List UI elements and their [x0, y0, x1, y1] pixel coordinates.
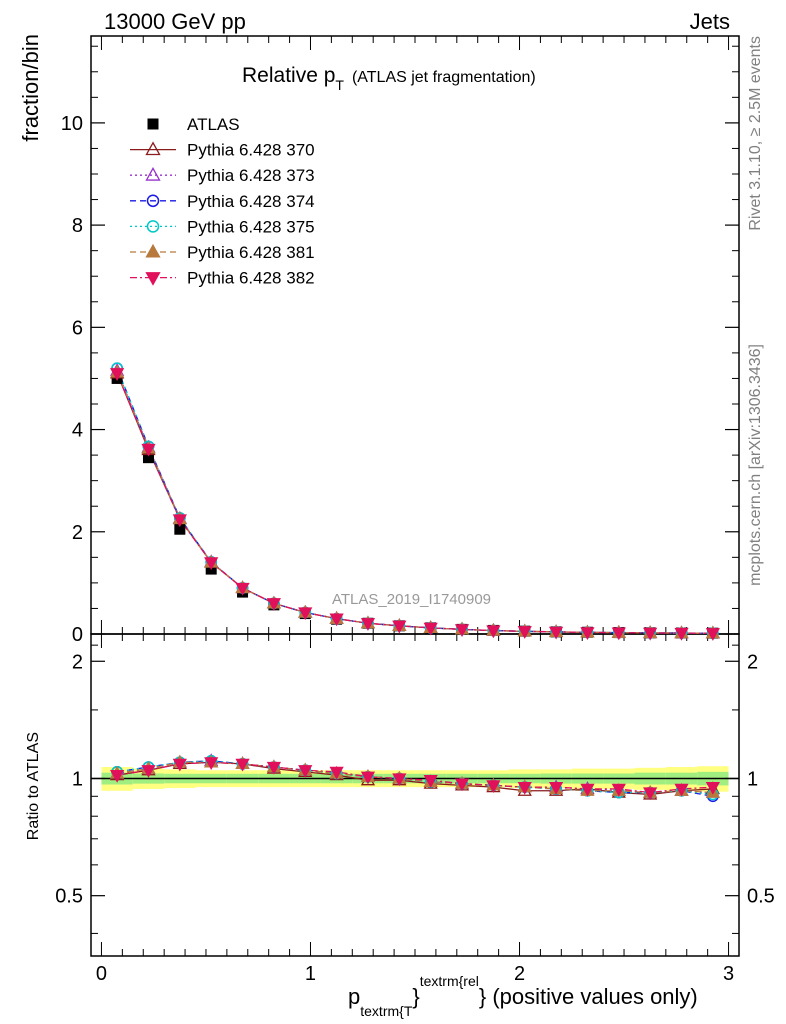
legend-label: Pythia 6.428 374: [187, 192, 315, 211]
ratio-series-point: [266, 761, 282, 775]
xlabel-rest: (positive values only): [486, 984, 698, 1009]
series-point: [674, 627, 689, 641]
series-point: [360, 618, 376, 631]
main-ytick-label: 6: [72, 317, 83, 339]
xlabel-brace2: }: [479, 984, 486, 1009]
mcplots-label: mcplots.cern.ch [arXiv:1306.3436]: [747, 344, 764, 586]
legend-marker: [145, 243, 161, 258]
series-point: [329, 613, 344, 627]
series-line: [116, 373, 713, 634]
series-point: [580, 627, 595, 641]
series-point: [392, 620, 407, 634]
title-main: Relative p: [242, 64, 335, 87]
series-point: [486, 625, 501, 639]
legend-label: Pythia 6.428 375: [187, 217, 315, 236]
main-ytick-label: 4: [72, 420, 83, 442]
ratio-ytick-label-right: 0.5: [747, 886, 775, 908]
ratio-ytick-label-right: 1: [747, 768, 758, 790]
main-series-group: [110, 362, 720, 641]
series-point: [517, 626, 532, 639]
series-point: [235, 582, 250, 596]
series-point: [266, 598, 282, 611]
xlabel-main: p: [348, 984, 360, 1009]
series-point: [611, 627, 626, 641]
legend-marker: [145, 141, 161, 156]
ratio-ytick-label: 0.5: [55, 886, 83, 908]
ratio-xtick-label: 3: [723, 963, 734, 985]
series-point: [643, 627, 658, 641]
ratio-series-point: [643, 787, 658, 801]
legend-marker: [145, 272, 161, 286]
xlabel-sup: textrm{rel: [420, 973, 479, 989]
legend-label: Pythia 6.428 370: [187, 141, 315, 160]
series-point: [172, 514, 187, 528]
ratio-series-point: [611, 783, 626, 797]
ratio-uncertainty-bands: [91, 766, 739, 792]
ratio-plot-frame: [90, 633, 740, 957]
ratio-series-point: [110, 769, 125, 783]
series-point: [705, 628, 720, 641]
header-right: Jets: [690, 9, 730, 34]
main-ytick-label: 2: [72, 522, 83, 544]
legend-marker: [145, 167, 161, 181]
xlabel-brace1: }: [412, 984, 419, 1009]
legend: ATLAS Pythia 6.428 370 Pythia 6.428 373 Pyt…: [130, 115, 315, 288]
rivet-version-label: Rivet 3.1.10, ≥ 2.5M events: [747, 36, 764, 231]
main-ytick-label: 10: [61, 113, 83, 135]
legend-label: Pythia 6.428 382: [187, 269, 315, 288]
series-point: [110, 368, 125, 381]
ratio-ylabel: Ratio to ATLAS: [25, 732, 42, 840]
ratio-series-point: [454, 778, 470, 792]
data-point-atlas: [174, 523, 186, 535]
legend-label: Pythia 6.428 373: [187, 166, 315, 185]
series-point: [141, 443, 156, 457]
ratio-series-point: [548, 782, 564, 795]
ratio-xtick-label: 0: [96, 963, 107, 985]
series-point: [454, 624, 470, 638]
x-axis-label: ptextrm{T}textrm{rel} (positive values o…: [348, 973, 698, 1019]
series-point: [548, 626, 564, 640]
legend-marker: [146, 220, 160, 233]
ratio-xtick-label: 2: [514, 963, 525, 985]
series-point: [298, 607, 313, 621]
ratio-xtick-label: 1: [305, 963, 316, 985]
main-ytick-label: 8: [72, 215, 83, 237]
ratio-series-point: [392, 773, 407, 787]
ratio-axis-ticks: 0.5 0.5 1 1 2 2 0 1 2 3: [55, 634, 775, 985]
ratio-series-point: [141, 765, 156, 778]
main-ylabel: fraction/bin: [18, 34, 43, 142]
series-point: [204, 557, 219, 571]
legend-label: Pythia 6.428 381: [187, 243, 315, 262]
ratio-series-point: [705, 782, 720, 795]
title-paren: (ATLAS jet fragmentation): [352, 69, 536, 86]
ratio-series-group: [110, 753, 720, 803]
ratio-series-point: [235, 758, 250, 772]
data-point-atlas: [142, 452, 154, 464]
analysis-watermark: ATLAS_2019_I1740909: [332, 591, 491, 608]
ratio-series-point: [517, 782, 532, 795]
header-left: 13000 GeV pp: [104, 9, 246, 34]
xlabel-sub: textrm{T: [360, 1003, 413, 1019]
chart-title: Relative pT (ATLAS jet fragmentation): [242, 64, 536, 93]
ratio-series-point: [204, 757, 219, 771]
ratio-series-point: [172, 758, 187, 772]
main-ytick-label: 0: [72, 624, 83, 646]
ratio-series-point: [423, 775, 438, 788]
ratio-ytick-label: 2: [72, 651, 83, 673]
ratio-ytick-label-right: 2: [747, 651, 758, 673]
series-point: [423, 622, 438, 636]
ratio-series-point: [298, 765, 313, 778]
ratio-series-point: [360, 771, 376, 785]
title-sub: T: [335, 77, 344, 93]
ratio-series-point: [674, 783, 689, 797]
ratio-ytick-label: 1: [72, 768, 83, 790]
main-axis-ticks: 0 2 4 6 8 10: [61, 36, 739, 646]
ratio-series-point: [580, 783, 595, 797]
legend-marker: [147, 118, 159, 130]
legend-label: ATLAS: [187, 115, 240, 134]
ratio-series-point: [329, 766, 344, 780]
legend-marker: [146, 194, 160, 208]
ratio-series-point: [486, 780, 501, 794]
